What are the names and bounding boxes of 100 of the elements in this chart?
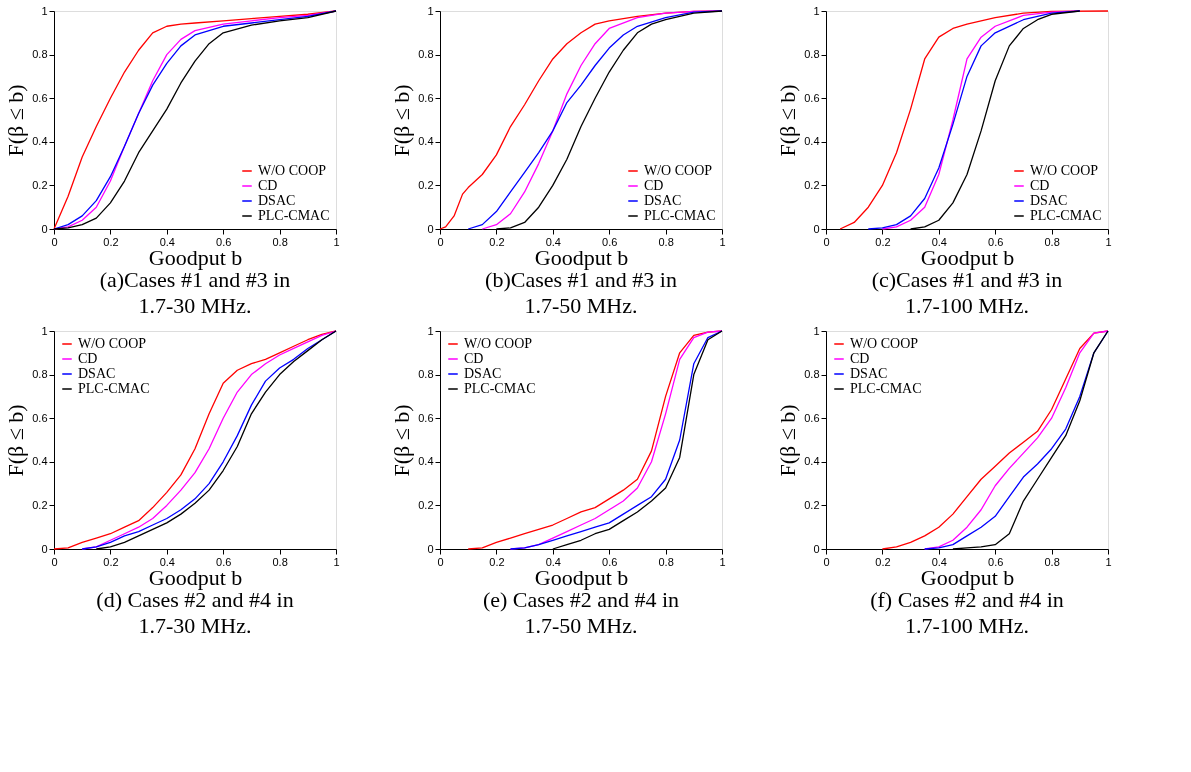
y-tick-label: 0 (427, 222, 434, 235)
x-tick-label: 0 (51, 555, 58, 568)
y-tick-label: 0 (813, 222, 820, 235)
y-tick-label: 0.2 (804, 178, 820, 191)
x-tick-label: 0.6 (216, 555, 232, 568)
y-tick-label: 0.6 (32, 91, 48, 104)
legend-label: PLC-CMAC (258, 208, 330, 223)
x-tick-label: 1 (333, 555, 340, 568)
y-tick-label: 0.8 (418, 368, 434, 381)
x-tick-label: 0.6 (988, 235, 1004, 248)
x-tick-label: 0 (437, 235, 444, 248)
legend-label: W/O COOP (258, 163, 327, 178)
legend-label: DSAC (644, 193, 682, 208)
legend-label: PLC-CMAC (78, 381, 150, 396)
legend-label: DSAC (464, 366, 502, 381)
legend-label: W/O COOP (78, 336, 147, 351)
x-tick-label: 0.2 (875, 235, 891, 248)
legend-label: W/O COOP (850, 336, 919, 351)
x-tick-label: 0.6 (602, 555, 618, 568)
y-tick-label: 0.2 (418, 178, 434, 191)
x-tick-label: 0.4 (545, 235, 561, 248)
y-tick-label: 1 (813, 324, 820, 337)
y-tick-label: 0.4 (418, 455, 434, 468)
legend-label: PLC-CMAC (1030, 208, 1102, 223)
y-tick-label: 0.8 (804, 48, 820, 61)
legend-label: DSAC (1030, 193, 1068, 208)
x-tick-label: 1 (719, 235, 726, 248)
x-tick-label: 1 (333, 235, 340, 248)
y-axis-title: F(β ≤ b) (389, 84, 415, 157)
y-tick-label: 1 (41, 324, 48, 337)
y-tick-label: 0.6 (804, 91, 820, 104)
y-tick-label: 0.6 (418, 411, 434, 424)
x-tick-label: 0.6 (602, 235, 618, 248)
y-tick-label: 0.2 (32, 498, 48, 511)
y-tick-label: 0 (813, 542, 820, 555)
y-tick-label: 1 (41, 4, 48, 17)
legend-label: CD (78, 351, 98, 366)
x-tick-label: 0.4 (931, 235, 947, 248)
legend-label: DSAC (258, 193, 296, 208)
legend-label: DSAC (78, 366, 116, 381)
y-tick-label: 0.6 (804, 411, 820, 424)
x-tick-label: 0.4 (159, 555, 175, 568)
y-axis-title: F(β ≤ b) (775, 404, 801, 477)
legend-label: W/O COOP (1030, 163, 1099, 178)
y-axis-title: F(β ≤ b) (3, 84, 29, 157)
y-axis-title: F(β ≤ b) (775, 84, 801, 157)
x-tick-label: 0 (51, 235, 58, 248)
x-tick-label: 0.8 (658, 555, 674, 568)
legend-label: PLC-CMAC (644, 208, 716, 223)
x-tick-label: 0.8 (658, 235, 674, 248)
y-tick-label: 0.2 (804, 498, 820, 511)
y-tick-label: 0.2 (418, 498, 434, 511)
x-tick-label: 0.8 (1044, 235, 1060, 248)
x-tick-label: 0.2 (103, 555, 119, 568)
legend-label: PLC-CMAC (850, 381, 922, 396)
legend-label: DSAC (850, 366, 888, 381)
y-tick-label: 1 (427, 4, 434, 17)
x-tick-label: 0.6 (988, 555, 1004, 568)
x-tick-label: 1 (1105, 235, 1112, 248)
y-tick-label: 0 (427, 542, 434, 555)
x-tick-label: 1 (1105, 555, 1112, 568)
legend-label: CD (644, 178, 664, 193)
legend-label: W/O COOP (464, 336, 533, 351)
y-tick-label: 0.8 (32, 48, 48, 61)
y-tick-label: 1 (813, 4, 820, 17)
legend-label: CD (258, 178, 278, 193)
y-tick-label: 0.2 (32, 178, 48, 191)
legend-label: CD (1030, 178, 1050, 193)
y-axis-title: F(β ≤ b) (389, 404, 415, 477)
y-tick-label: 0 (41, 222, 48, 235)
legend-label: CD (850, 351, 870, 366)
x-tick-label: 0.2 (103, 235, 119, 248)
x-tick-label: 0.4 (159, 235, 175, 248)
x-tick-label: 0.8 (272, 555, 288, 568)
x-tick-label: 0 (823, 555, 830, 568)
x-tick-label: 0.2 (875, 555, 891, 568)
x-tick-label: 1 (719, 555, 726, 568)
x-tick-label: 0 (437, 555, 444, 568)
x-tick-label: 0.8 (272, 235, 288, 248)
y-tick-label: 0.4 (804, 455, 820, 468)
y-tick-label: 0.6 (418, 91, 434, 104)
x-tick-label: 0.4 (931, 555, 947, 568)
y-tick-label: 0.8 (804, 368, 820, 381)
y-tick-label: 0 (41, 542, 48, 555)
legend-label: CD (464, 351, 484, 366)
x-tick-label: 0 (823, 235, 830, 248)
y-tick-label: 0.4 (804, 135, 820, 148)
y-tick-label: 0.4 (32, 455, 48, 468)
x-tick-label: 0.2 (489, 235, 505, 248)
y-tick-label: 0.6 (32, 411, 48, 424)
x-tick-label: 0.6 (216, 235, 232, 248)
y-axis-title: F(β ≤ b) (3, 404, 29, 477)
y-tick-label: 1 (427, 324, 434, 337)
y-tick-label: 0.4 (32, 135, 48, 148)
x-tick-label: 0.2 (489, 555, 505, 568)
y-tick-label: 0.8 (32, 368, 48, 381)
y-tick-label: 0.4 (418, 135, 434, 148)
x-tick-label: 0.4 (545, 555, 561, 568)
y-tick-label: 0.8 (418, 48, 434, 61)
legend-label: W/O COOP (644, 163, 713, 178)
